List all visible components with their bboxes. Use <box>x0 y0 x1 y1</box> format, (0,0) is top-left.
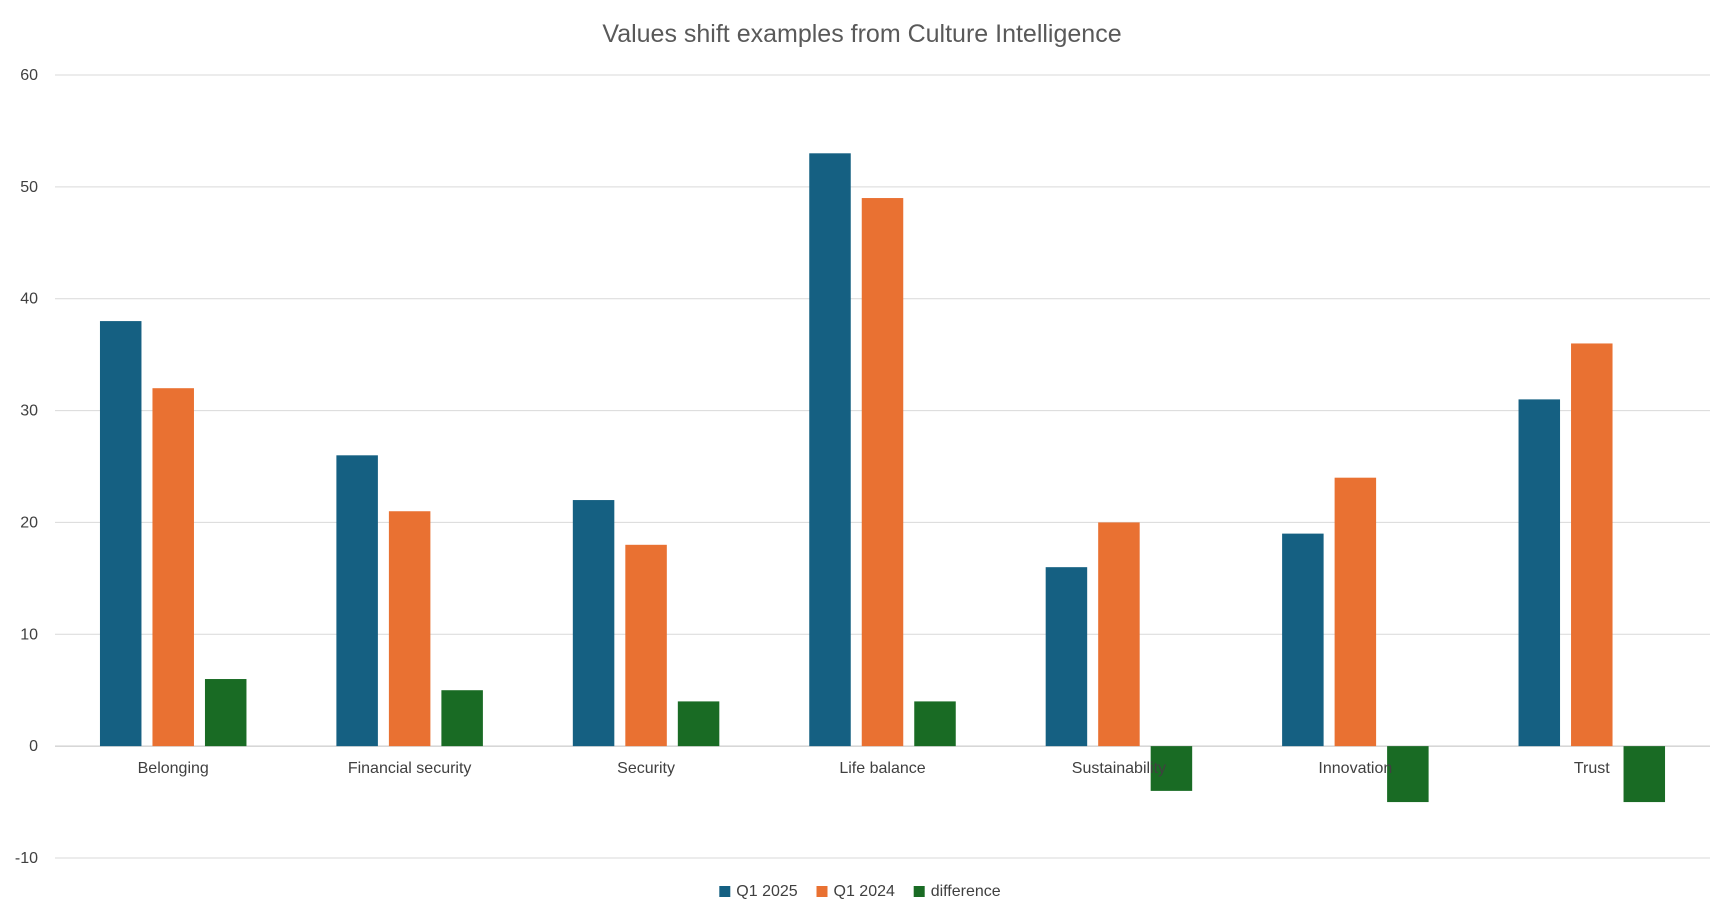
category-label: Security <box>617 760 675 777</box>
y-tick-label: -10 <box>15 850 38 867</box>
category-label: Trust <box>1574 760 1610 777</box>
bar-q1-2025 <box>1518 399 1561 747</box>
y-tick-label: 0 <box>29 738 38 755</box>
y-axis-ticks: -10 0 10 20 30 40 50 60 <box>15 67 38 867</box>
bar-q1-2025 <box>99 321 142 747</box>
bar-difference <box>1387 746 1429 803</box>
chart-title: Values shift examples from Culture Intel… <box>602 20 1121 48</box>
legend-swatch <box>719 886 731 897</box>
bar-q1-2025 <box>809 153 851 747</box>
y-tick-label: 50 <box>20 179 38 196</box>
bar-difference <box>677 701 720 747</box>
legend: Q1 2025 Q1 2024 difference <box>719 883 1001 900</box>
bar-difference <box>914 701 956 747</box>
category-label: Innovation <box>1318 760 1392 777</box>
bar-difference <box>1150 746 1193 791</box>
category-label: Financial security <box>348 760 472 777</box>
bar-difference <box>204 679 247 747</box>
bar-q1-2025 <box>336 455 378 747</box>
legend-label: Q1 2025 <box>736 883 797 900</box>
category-label: Life balance <box>839 760 925 777</box>
y-tick-label: 30 <box>20 403 38 420</box>
category-label: Belonging <box>138 760 209 777</box>
bar-q1-2025 <box>1282 533 1324 747</box>
category-labels: Belonging Financial security Security Life … <box>138 760 1611 777</box>
bar-q1-2024 <box>861 198 904 747</box>
category-label: Sustainability <box>1072 760 1166 777</box>
bar-q1-2025 <box>1045 567 1088 747</box>
bar-q1-2024 <box>1098 522 1140 747</box>
bar-q1-2024 <box>152 388 194 747</box>
legend-swatch <box>816 886 828 897</box>
legend-label: difference <box>931 883 1001 900</box>
legend-label: Q1 2024 <box>834 883 895 900</box>
y-tick-label: 10 <box>20 626 38 643</box>
y-tick-label: 60 <box>20 67 38 84</box>
bar-q1-2024 <box>1334 477 1377 747</box>
bar-q1-2024 <box>388 511 431 747</box>
bar-q1-2025 <box>572 500 615 747</box>
bar-q1-2024 <box>625 544 667 747</box>
bar-difference <box>441 690 483 747</box>
bar-q1-2024 <box>1571 343 1613 747</box>
bars <box>99 153 1666 803</box>
y-tick-label: 20 <box>20 514 38 531</box>
legend-swatch <box>913 886 925 897</box>
bar-difference <box>1623 746 1666 803</box>
y-tick-label: 40 <box>20 291 38 308</box>
